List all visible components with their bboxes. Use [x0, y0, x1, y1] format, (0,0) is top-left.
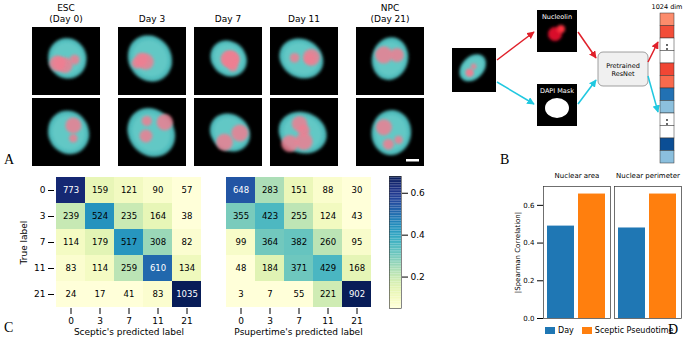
svg-text:7: 7	[267, 289, 272, 299]
svg-text:17: 17	[95, 289, 106, 299]
svg-text:Day 11: Day 11	[288, 14, 320, 24]
svg-text:902: 902	[349, 289, 365, 299]
svg-text:184: 184	[262, 263, 278, 273]
svg-text:164: 164	[150, 211, 166, 221]
svg-text:Nuclear area: Nuclear area	[555, 172, 600, 180]
svg-text:0: 0	[68, 316, 74, 326]
svg-text:Pretrained: Pretrained	[606, 62, 640, 70]
svg-text:0.4: 0.4	[411, 230, 426, 240]
svg-text:True label: True label	[19, 221, 29, 266]
svg-text:11: 11	[322, 316, 333, 326]
svg-text:11: 11	[34, 263, 45, 273]
svg-text:3: 3	[238, 289, 243, 299]
svg-text:Nuclear perimeter: Nuclear perimeter	[616, 172, 680, 180]
html-text:Day: Day	[558, 326, 574, 335]
html-text:A: A	[4, 152, 15, 167]
svg-text:114: 114	[92, 263, 108, 273]
svg-text:95: 95	[352, 237, 363, 247]
svg-text:134: 134	[179, 263, 195, 273]
svg-text:364: 364	[262, 237, 278, 247]
svg-text:3: 3	[97, 316, 103, 326]
svg-text:(Day 0): (Day 0)	[49, 14, 82, 24]
svg-text:21: 21	[351, 316, 362, 326]
svg-text:Nucleolin: Nucleolin	[542, 13, 572, 21]
svg-text:235: 235	[121, 211, 137, 221]
svg-text:48: 48	[236, 263, 247, 273]
svg-text:124: 124	[320, 211, 336, 221]
svg-text:308: 308	[150, 237, 166, 247]
svg-text:1035: 1035	[176, 289, 198, 299]
svg-text:55: 55	[294, 289, 305, 299]
svg-text:Psupertime's predicted label: Psupertime's predicted label	[234, 327, 362, 337]
svg-text:3: 3	[267, 316, 273, 326]
svg-text:0.0: 0.0	[523, 315, 534, 322]
svg-text:11: 11	[152, 316, 163, 326]
svg-text:259: 259	[121, 263, 137, 273]
svg-text:ResNet: ResNet	[611, 70, 634, 78]
svg-text:382: 382	[291, 237, 307, 247]
svg-text:517: 517	[121, 237, 137, 247]
svg-text:371: 371	[291, 263, 307, 273]
svg-text:99: 99	[236, 237, 247, 247]
svg-text:Day 7: Day 7	[215, 14, 241, 24]
svg-text:82: 82	[182, 237, 193, 247]
svg-text:21: 21	[34, 289, 45, 299]
svg-text:0.2: 0.2	[411, 272, 425, 282]
svg-text:NPC: NPC	[381, 3, 399, 13]
svg-text:Sceptic's predicted label: Sceptic's predicted label	[74, 327, 184, 337]
svg-text:355: 355	[233, 211, 249, 221]
svg-text:239: 239	[63, 211, 79, 221]
svg-text:ESC: ESC	[57, 3, 75, 13]
svg-text:43: 43	[352, 211, 363, 221]
svg-text:90: 90	[153, 185, 164, 195]
html-text:B: B	[500, 152, 510, 167]
svg-text:114: 114	[63, 237, 79, 247]
svg-text:429: 429	[320, 263, 336, 273]
svg-text:21: 21	[181, 316, 192, 326]
svg-text:7: 7	[296, 316, 302, 326]
svg-text:260: 260	[320, 237, 336, 247]
svg-text:7: 7	[40, 237, 46, 247]
svg-text:30: 30	[352, 185, 363, 195]
svg-text:0.6: 0.6	[411, 188, 426, 198]
svg-text:524: 524	[92, 211, 108, 221]
svg-text:648: 648	[233, 185, 249, 195]
svg-text:773: 773	[63, 185, 79, 195]
svg-text:3: 3	[40, 211, 46, 221]
svg-text:283: 283	[262, 185, 278, 195]
svg-text:1024 dim: 1024 dim	[652, 3, 683, 11]
svg-text:0: 0	[238, 316, 244, 326]
svg-text:24: 24	[66, 289, 77, 299]
svg-text:179: 179	[92, 237, 108, 247]
html-text:C: C	[4, 320, 14, 335]
svg-text:38: 38	[182, 211, 193, 221]
svg-text:41: 41	[124, 289, 135, 299]
svg-text:159: 159	[92, 185, 108, 195]
svg-text:221: 221	[320, 289, 336, 299]
svg-text:(Day 21): (Day 21)	[370, 14, 409, 24]
svg-text:168: 168	[349, 263, 365, 273]
svg-text:423: 423	[262, 211, 278, 221]
svg-text:DAPI Mask: DAPI Mask	[540, 87, 574, 95]
svg-text:0.2: 0.2	[523, 277, 534, 285]
svg-text:0.4: 0.4	[523, 239, 535, 247]
svg-text:7: 7	[126, 316, 132, 326]
svg-text:255: 255	[291, 211, 307, 221]
svg-text:|Spearman Correlation|: |Spearman Correlation|	[514, 212, 522, 293]
svg-text:121: 121	[121, 185, 137, 195]
svg-text:57: 57	[182, 185, 193, 195]
svg-text:0.6: 0.6	[523, 202, 535, 210]
svg-text:610: 610	[150, 263, 166, 273]
html-text:Sceptic Pseudotime: Sceptic Pseudotime	[594, 326, 674, 335]
html-text:D: D	[668, 322, 679, 337]
svg-text:151: 151	[291, 185, 307, 195]
svg-text:83: 83	[153, 289, 164, 299]
svg-text:88: 88	[323, 185, 334, 195]
svg-text:83: 83	[66, 263, 77, 273]
svg-text:Day 3: Day 3	[139, 14, 165, 24]
svg-text:0: 0	[40, 185, 46, 195]
